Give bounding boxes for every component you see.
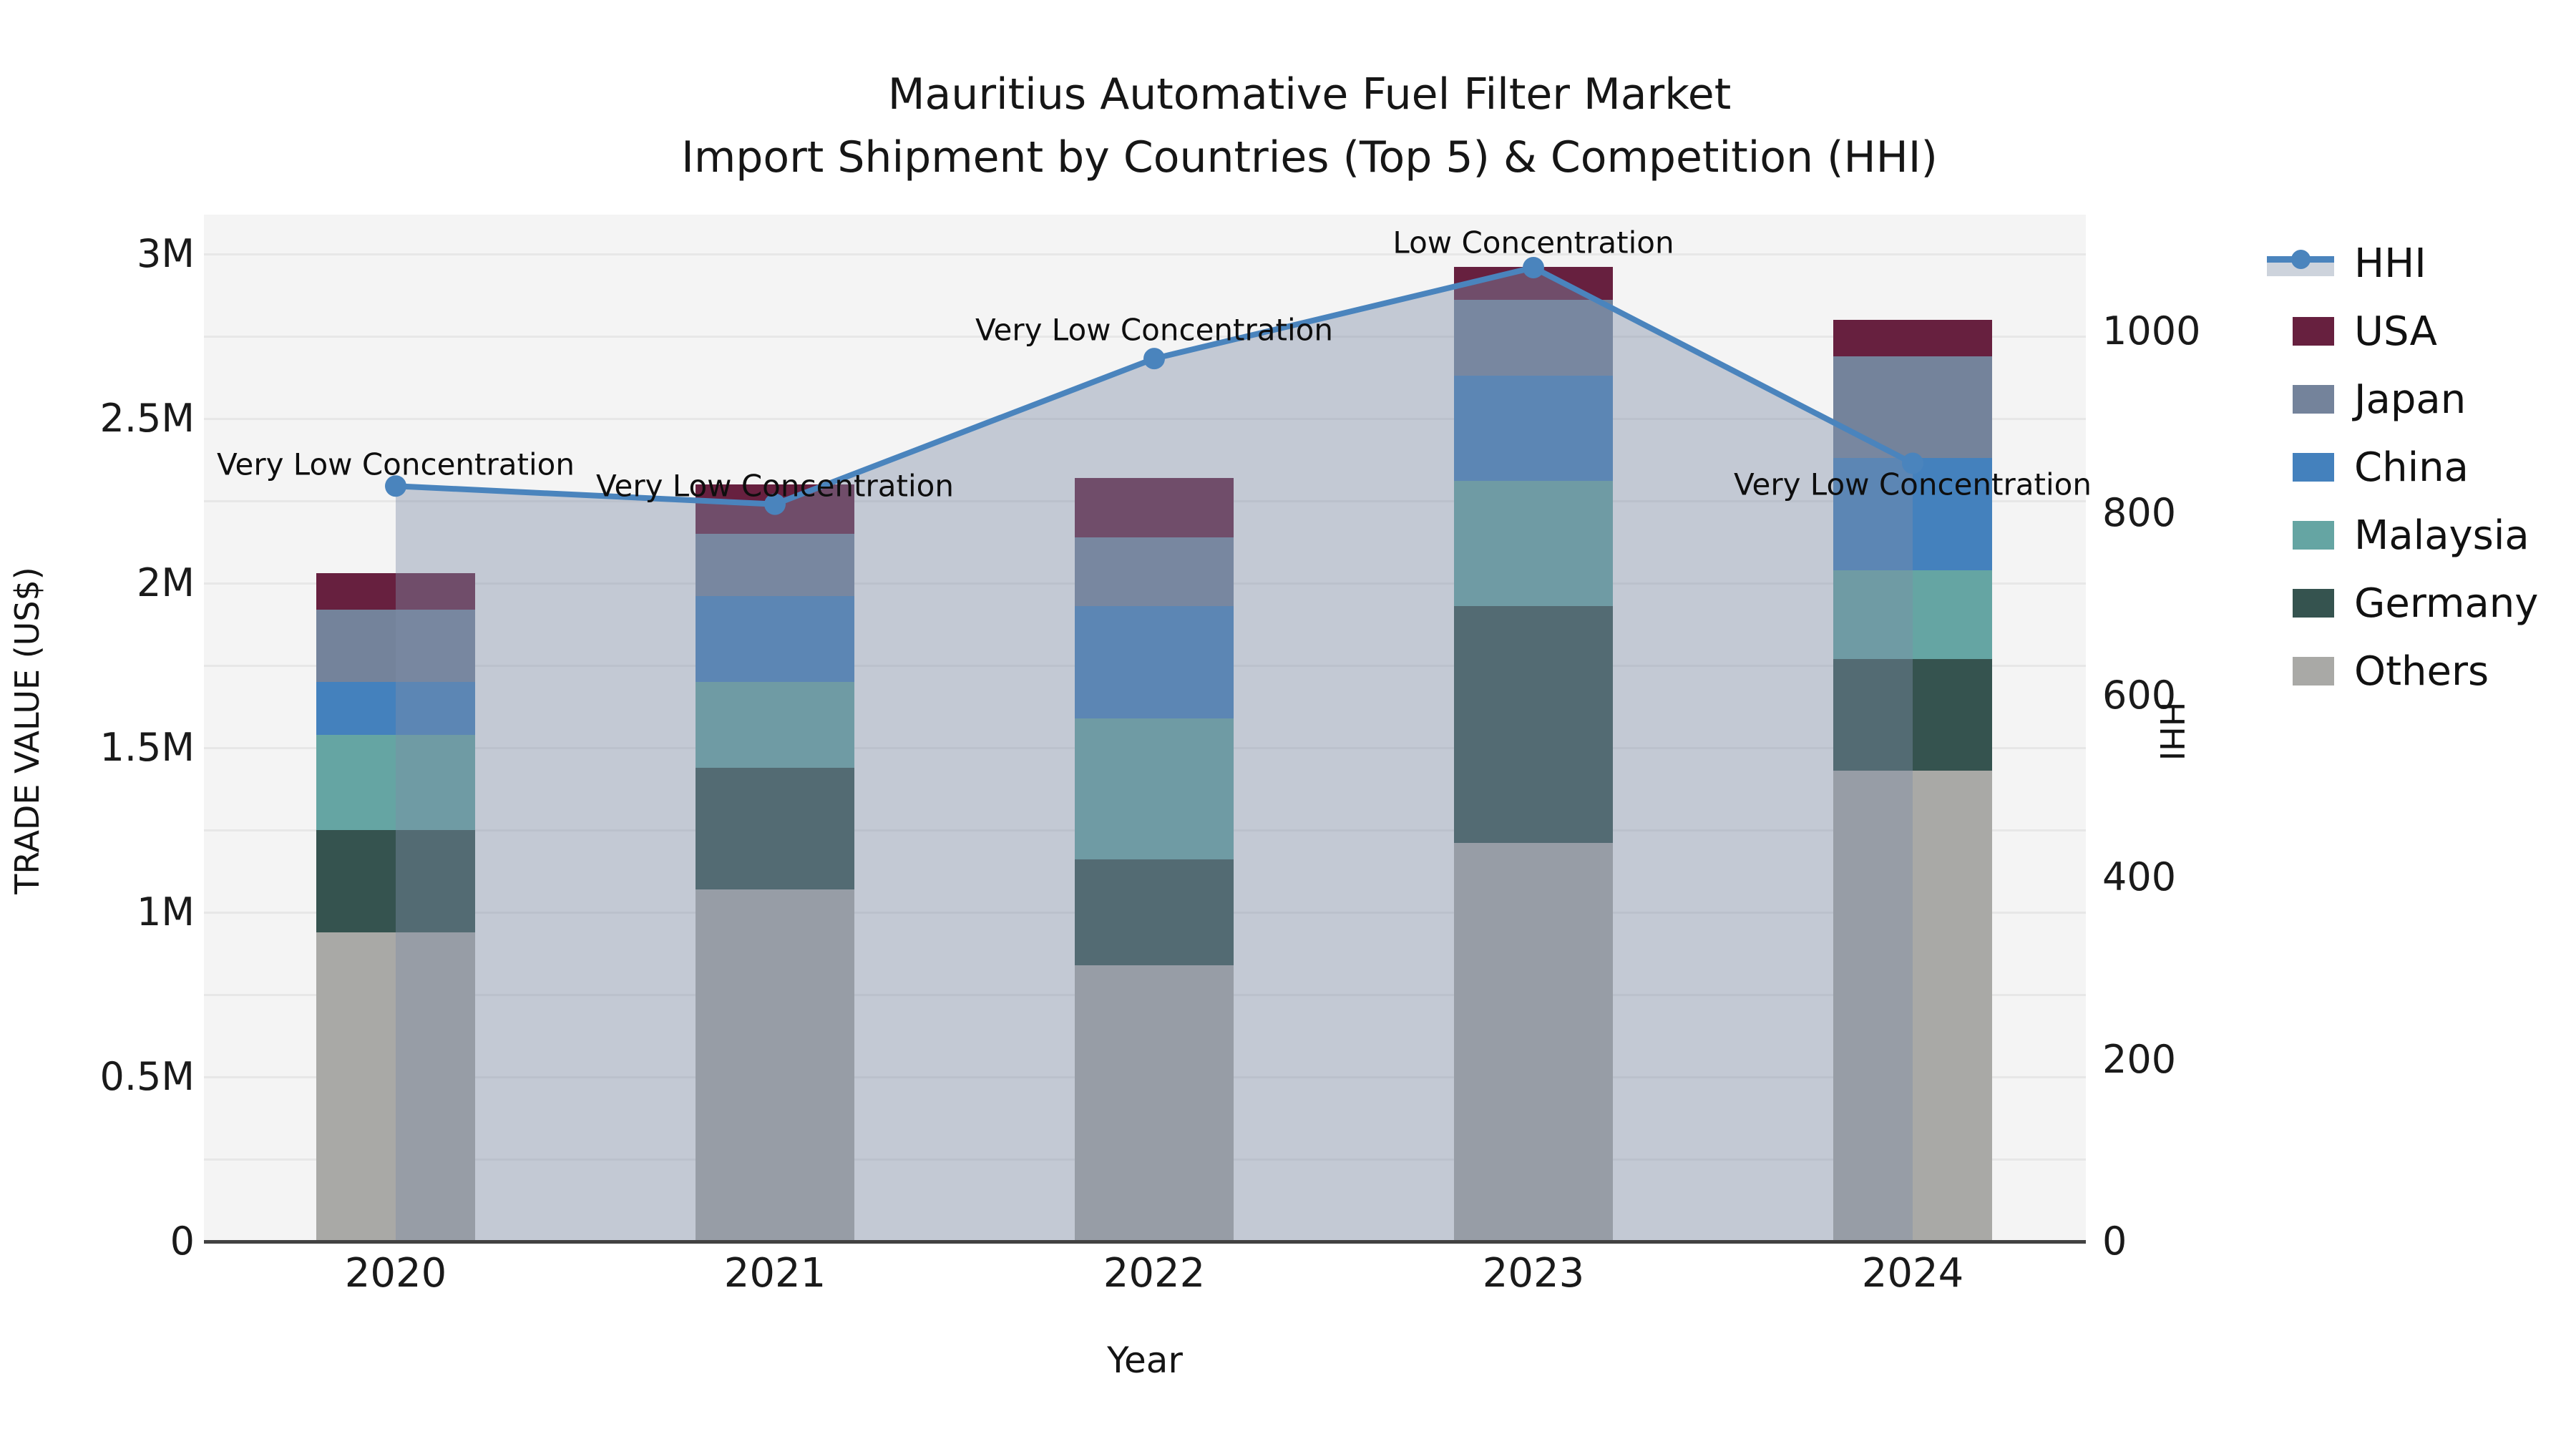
legend-label-usa: USA	[2354, 308, 2437, 355]
chart-title-line2: Import Shipment by Countries (Top 5) & C…	[681, 132, 1938, 182]
x-tick-2024: 2024	[1861, 1250, 1964, 1297]
bar-segment-2023-japan	[1454, 300, 1613, 376]
bar-segment-2022-china	[1075, 606, 1234, 718]
y-left-tick: 0	[170, 1219, 195, 1264]
y-left-tick: 2.5M	[99, 396, 195, 441]
legend-label-hhi: HHI	[2354, 240, 2426, 287]
hhi-marker-swatch	[2291, 250, 2311, 269]
bar-segment-2020-germany	[316, 830, 475, 932]
bar-segment-2022-others	[1075, 965, 1234, 1241]
y-left-tick: 1.5M	[99, 725, 195, 770]
chart-title-line1: Mauritius Automative Fuel Filter Market	[887, 69, 1732, 119]
legend-item-japan: Japan	[2267, 366, 2466, 433]
x-tick-2023: 2023	[1482, 1250, 1585, 1297]
bar-segment-2024-usa	[1833, 320, 1992, 356]
bar-segment-2020-malaysia	[316, 734, 475, 830]
bar-segment-2023-germany	[1454, 606, 1613, 844]
gridline	[204, 336, 2086, 338]
legend-label-germany: Germany	[2354, 580, 2539, 627]
legend-swatch-usa-icon	[2293, 317, 2334, 346]
bar-segment-2022-germany	[1075, 859, 1234, 965]
legend-swatch-china-icon	[2293, 453, 2334, 482]
x-tick-2021: 2021	[723, 1250, 826, 1297]
y-right-tick: 1000	[2102, 308, 2201, 353]
bar-segment-2021-malaysia	[696, 682, 854, 768]
x-tick-2022: 2022	[1103, 1250, 1206, 1297]
legend-item-others: Others	[2267, 638, 2489, 705]
y-axis-left-title: TRADE VALUE (US$)	[8, 567, 47, 894]
bar-segment-2024-malaysia	[1833, 570, 1992, 659]
hhi-legend-glyph-icon	[2267, 247, 2334, 280]
bar-segment-2023-others	[1454, 843, 1613, 1241]
y-left-tick: 3M	[137, 231, 195, 276]
bar-segment-2021-china	[696, 596, 854, 682]
y-right-tick: 0	[2102, 1219, 2127, 1264]
chart-title: Mauritius Automative Fuel Filter Market …	[0, 63, 2576, 189]
annotation-2024: Very Low Concentration	[1734, 467, 2092, 502]
bar-segment-2022-japan	[1075, 537, 1234, 607]
legend-item-hhi: HHI	[2267, 230, 2426, 297]
bar-segment-2020-others	[316, 932, 475, 1241]
gridline	[204, 418, 2086, 420]
bar-segment-2021-germany	[696, 767, 854, 889]
bar-segment-2024-germany	[1833, 658, 1992, 771]
bar-segment-2024-others	[1833, 771, 1992, 1241]
hhi-marker-2020	[385, 475, 406, 497]
y-left-tick: 2M	[137, 560, 195, 605]
annotation-2021: Very Low Concentration	[596, 468, 954, 504]
legend-item-germany: Germany	[2267, 570, 2538, 637]
legend-swatch-germany-icon	[2293, 589, 2334, 618]
annotation-2022: Very Low Concentration	[975, 312, 1333, 348]
y-right-tick: 400	[2102, 854, 2177, 900]
bar-segment-2020-china	[316, 682, 475, 735]
annotation-2023: Low Concentration	[1392, 225, 1674, 260]
y-left-tick: 1M	[137, 889, 195, 935]
bar-segment-2020-japan	[316, 609, 475, 682]
legend-label-malaysia: Malaysia	[2354, 512, 2529, 559]
x-tick-2020: 2020	[344, 1250, 447, 1297]
bar-segment-2024-japan	[1833, 356, 1992, 459]
gridline	[204, 253, 2086, 255]
y-right-tick: 200	[2102, 1036, 2177, 1082]
bar-segment-2024-china	[1833, 458, 1992, 570]
bar-segment-2021-others	[696, 889, 854, 1241]
annotation-2020: Very Low Concentration	[217, 447, 575, 482]
legend-label-china: China	[2354, 444, 2469, 491]
legend-item-malaysia: Malaysia	[2267, 502, 2529, 569]
hhi-marker-2024	[1902, 452, 1923, 474]
y-right-tick: 800	[2102, 490, 2177, 536]
bar-segment-2021-japan	[696, 534, 854, 597]
legend-swatch-others-icon	[2293, 657, 2334, 686]
bar-segment-2022-usa	[1075, 477, 1234, 537]
legend-label-japan: Japan	[2354, 376, 2467, 423]
legend-swatch-malaysia-icon	[2293, 521, 2334, 550]
legend-item-china: China	[2267, 434, 2469, 501]
plot-area: Very Low Concentration Very Low Concentra…	[204, 215, 2092, 1242]
bar-segment-2020-usa	[316, 573, 475, 610]
x-axis-line	[204, 1240, 2086, 1244]
bar-segment-2023-malaysia	[1454, 481, 1613, 607]
legend-swatch-japan-icon	[2293, 385, 2334, 414]
bar-segment-2023-china	[1454, 376, 1613, 482]
hhi-marker-2022	[1143, 348, 1165, 370]
legend-item-usa: USA	[2267, 298, 2437, 365]
x-axis-title: Year	[1107, 1340, 1183, 1381]
y-right-tick: 600	[2102, 672, 2177, 718]
hhi-line-and-area	[385, 256, 1923, 1242]
y-axis-right-title: HHI	[2152, 701, 2191, 761]
hhi-area-fill	[396, 267, 1913, 1242]
hhi-marker-2021	[764, 493, 786, 515]
y-left-tick: 0.5M	[99, 1054, 195, 1099]
bar-segment-2022-malaysia	[1075, 718, 1234, 860]
legend-label-others: Others	[2354, 648, 2489, 695]
hhi-marker-2023	[1523, 256, 1544, 278]
